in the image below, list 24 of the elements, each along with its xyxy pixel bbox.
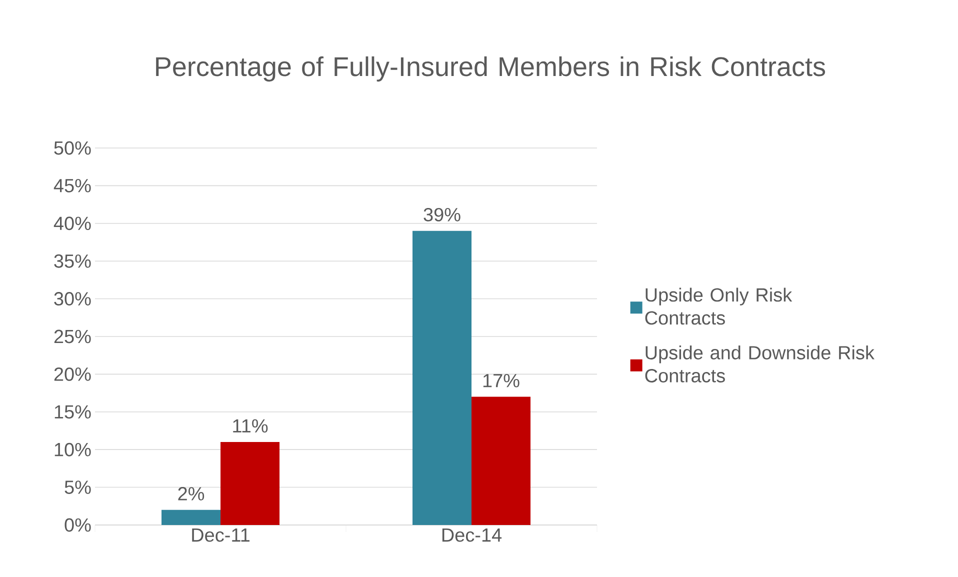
y-tick-label: 0%: [64, 518, 91, 532]
legend-label: Upside Only Risk Contracts: [645, 288, 792, 325]
data-label: 11%: [233, 419, 268, 433]
y-tick-label: 5%: [64, 480, 91, 494]
y-tick-label: 30%: [54, 292, 91, 306]
data-label: 2%: [178, 486, 204, 500]
data-label: 39%: [424, 208, 460, 222]
y-tick-label: 20%: [54, 367, 91, 381]
y-tick-label: 15%: [54, 405, 91, 419]
y-tick-label: 25%: [54, 330, 91, 344]
bar: [412, 230, 472, 525]
y-tick-label: 10%: [54, 442, 91, 456]
x-tick-label: Dec-14: [442, 528, 502, 542]
y-tick-label: 40%: [54, 216, 91, 230]
y-tick-label: 50%: [54, 141, 91, 155]
x-tick-label: Dec-11: [192, 528, 250, 542]
y-tick-label: 35%: [54, 254, 91, 268]
bar: [220, 442, 280, 525]
legend-label: Upside and Downside Risk Contracts: [645, 345, 874, 382]
y-tick-label: 45%: [54, 179, 91, 192]
data-label: 17%: [483, 374, 520, 388]
chart-title: Percentage of Fully-Insured Members in Risk Contracts: [156, 56, 826, 82]
bar: [472, 396, 531, 525]
bar: [162, 510, 221, 525]
